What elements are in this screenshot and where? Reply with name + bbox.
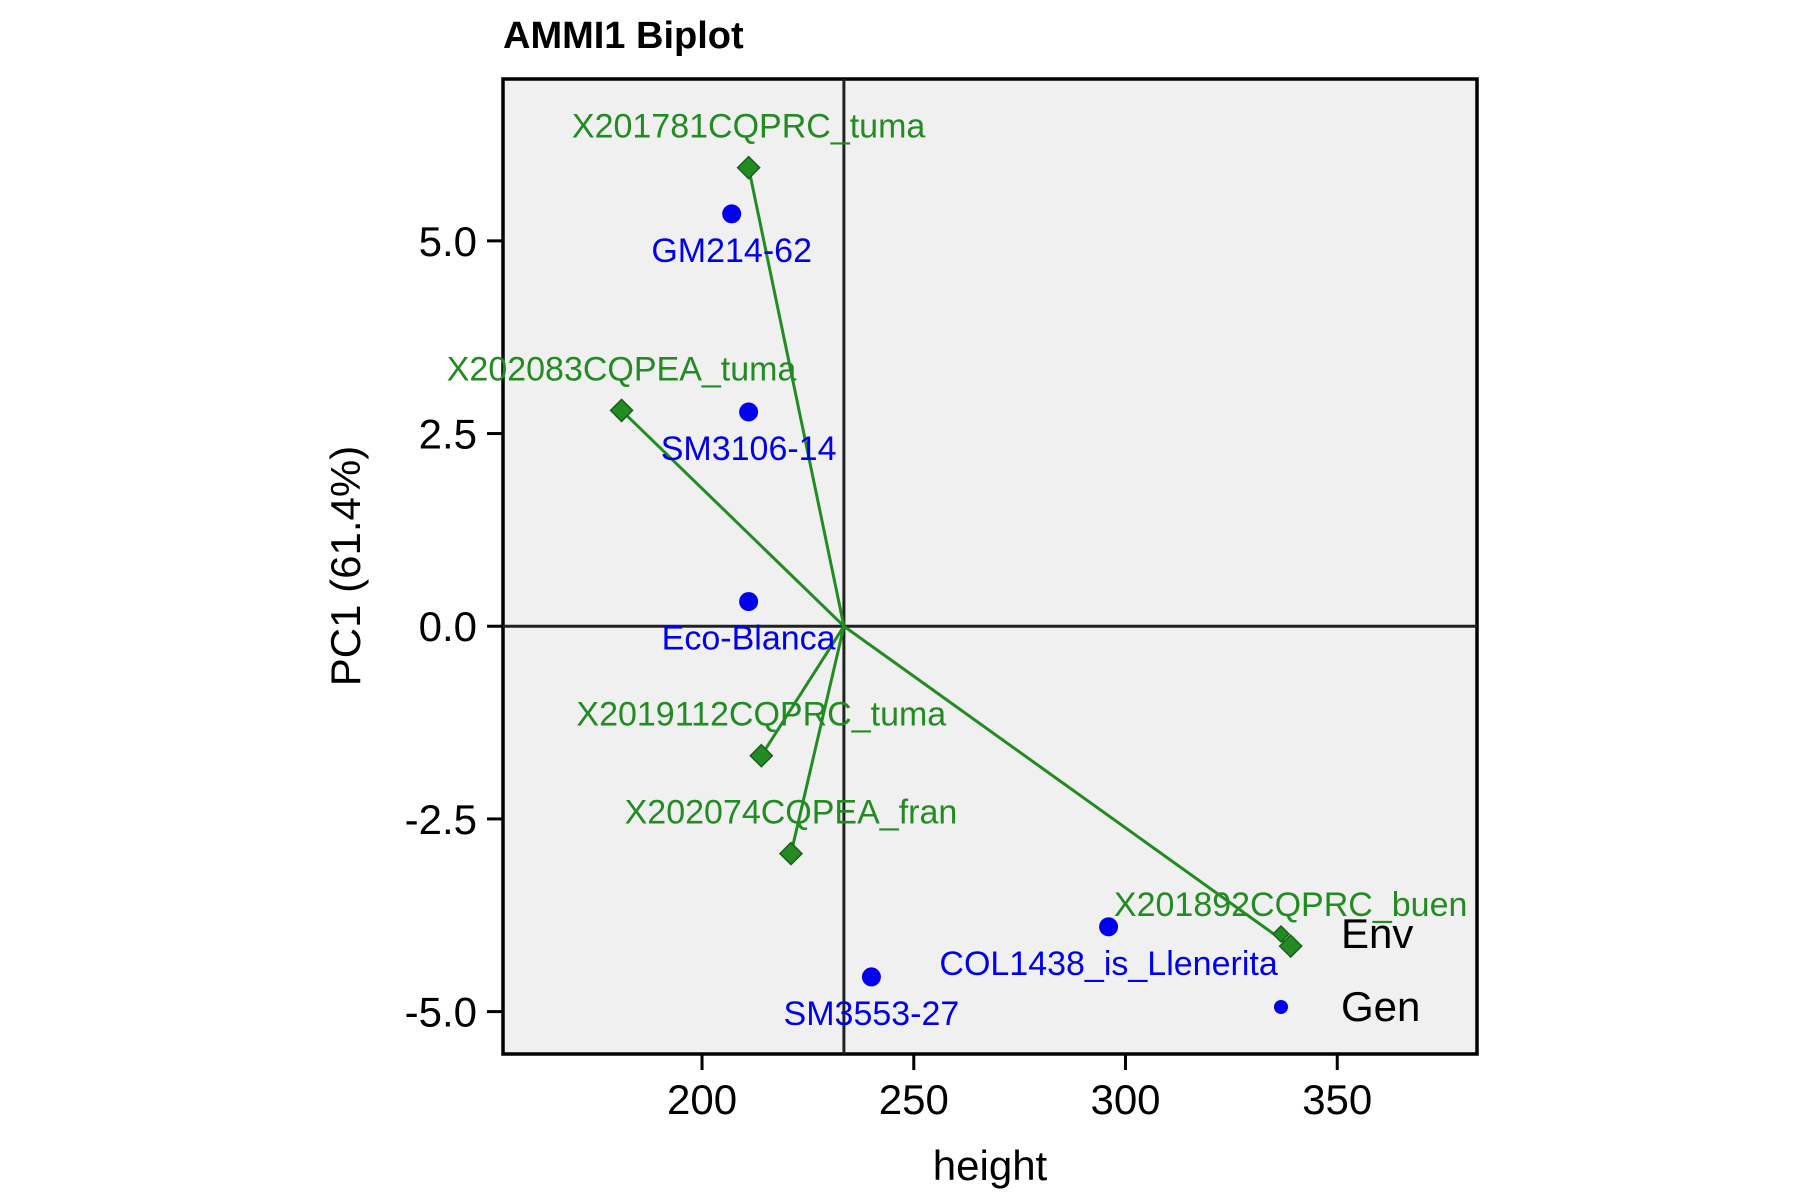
env-vector-line xyxy=(843,625,1292,948)
env-point-label: X202083CQPEA_tuma xyxy=(447,350,797,388)
legend-gen-marker xyxy=(1274,1000,1288,1014)
y-tick-label: 0.0 xyxy=(419,603,477,650)
env-point-marker xyxy=(749,743,774,768)
plot-panel xyxy=(501,77,1479,1056)
x-tick-label: 200 xyxy=(667,1076,737,1123)
env-point-marker xyxy=(736,155,761,180)
gen-point-marker xyxy=(1099,917,1119,937)
data-labels: X201781CQPRC_tuma X202083CQPEA_tuma X20191… xyxy=(447,108,1468,1033)
y-tick-label: -2.5 xyxy=(405,796,477,843)
legend-env-label: Env xyxy=(1341,910,1413,957)
legend-gen-label: Gen xyxy=(1341,983,1420,1030)
env-vector-line xyxy=(760,625,846,757)
y-tick-label: 5.0 xyxy=(419,218,477,265)
gen-point-label: GM214-62 xyxy=(651,232,812,270)
env-vector-line xyxy=(620,409,845,628)
x-tick-label: 250 xyxy=(879,1076,949,1123)
x-axis-ticks: 200 250 300 350 xyxy=(667,1054,1372,1123)
gen-point-label: SM3553-27 xyxy=(784,995,960,1033)
env-point-label: X201892CQPRC_buen xyxy=(1114,886,1467,924)
gen-point-marker xyxy=(861,967,881,987)
env-point-marker xyxy=(609,398,634,423)
y-tick-label: -5.0 xyxy=(405,989,477,1036)
env-vector-line xyxy=(789,625,846,854)
env-point-label: X2019112CQPRC_tuma xyxy=(576,696,946,734)
gen-point-marker xyxy=(739,402,759,422)
gen-point-label: COL1438_is_Llenerita xyxy=(939,945,1277,983)
x-tick-label: 350 xyxy=(1302,1076,1372,1123)
legend-env-marker xyxy=(1271,924,1291,944)
env-point-label: X201781CQPRC_tuma xyxy=(572,108,926,146)
y-tick-label: 2.5 xyxy=(419,411,477,458)
y-axis-ticks: 5.0 2.5 0.0 -2.5 -5.0 xyxy=(405,218,503,1036)
legend: Env Gen xyxy=(1271,910,1420,1030)
gen-point-label: Eco-Blanca xyxy=(662,620,836,658)
env-point-marker xyxy=(778,841,804,866)
env-point-marker xyxy=(1278,934,1303,959)
gen-point-marker xyxy=(739,592,759,612)
env-vector-line xyxy=(747,167,846,627)
x-tick-label: 300 xyxy=(1090,1076,1160,1123)
gen-point-marker xyxy=(722,204,742,224)
y-axis-label: PC1 (61.4%) xyxy=(322,446,369,686)
data-marks xyxy=(609,155,1303,987)
x-axis-label: height xyxy=(933,1142,1048,1189)
chart-title: AMMI1 Biplot xyxy=(503,15,744,57)
gen-point-label: SM3106-14 xyxy=(661,430,837,468)
env-vectors xyxy=(620,167,1292,948)
env-point-label: X202074CQPEA_fran xyxy=(625,794,958,832)
